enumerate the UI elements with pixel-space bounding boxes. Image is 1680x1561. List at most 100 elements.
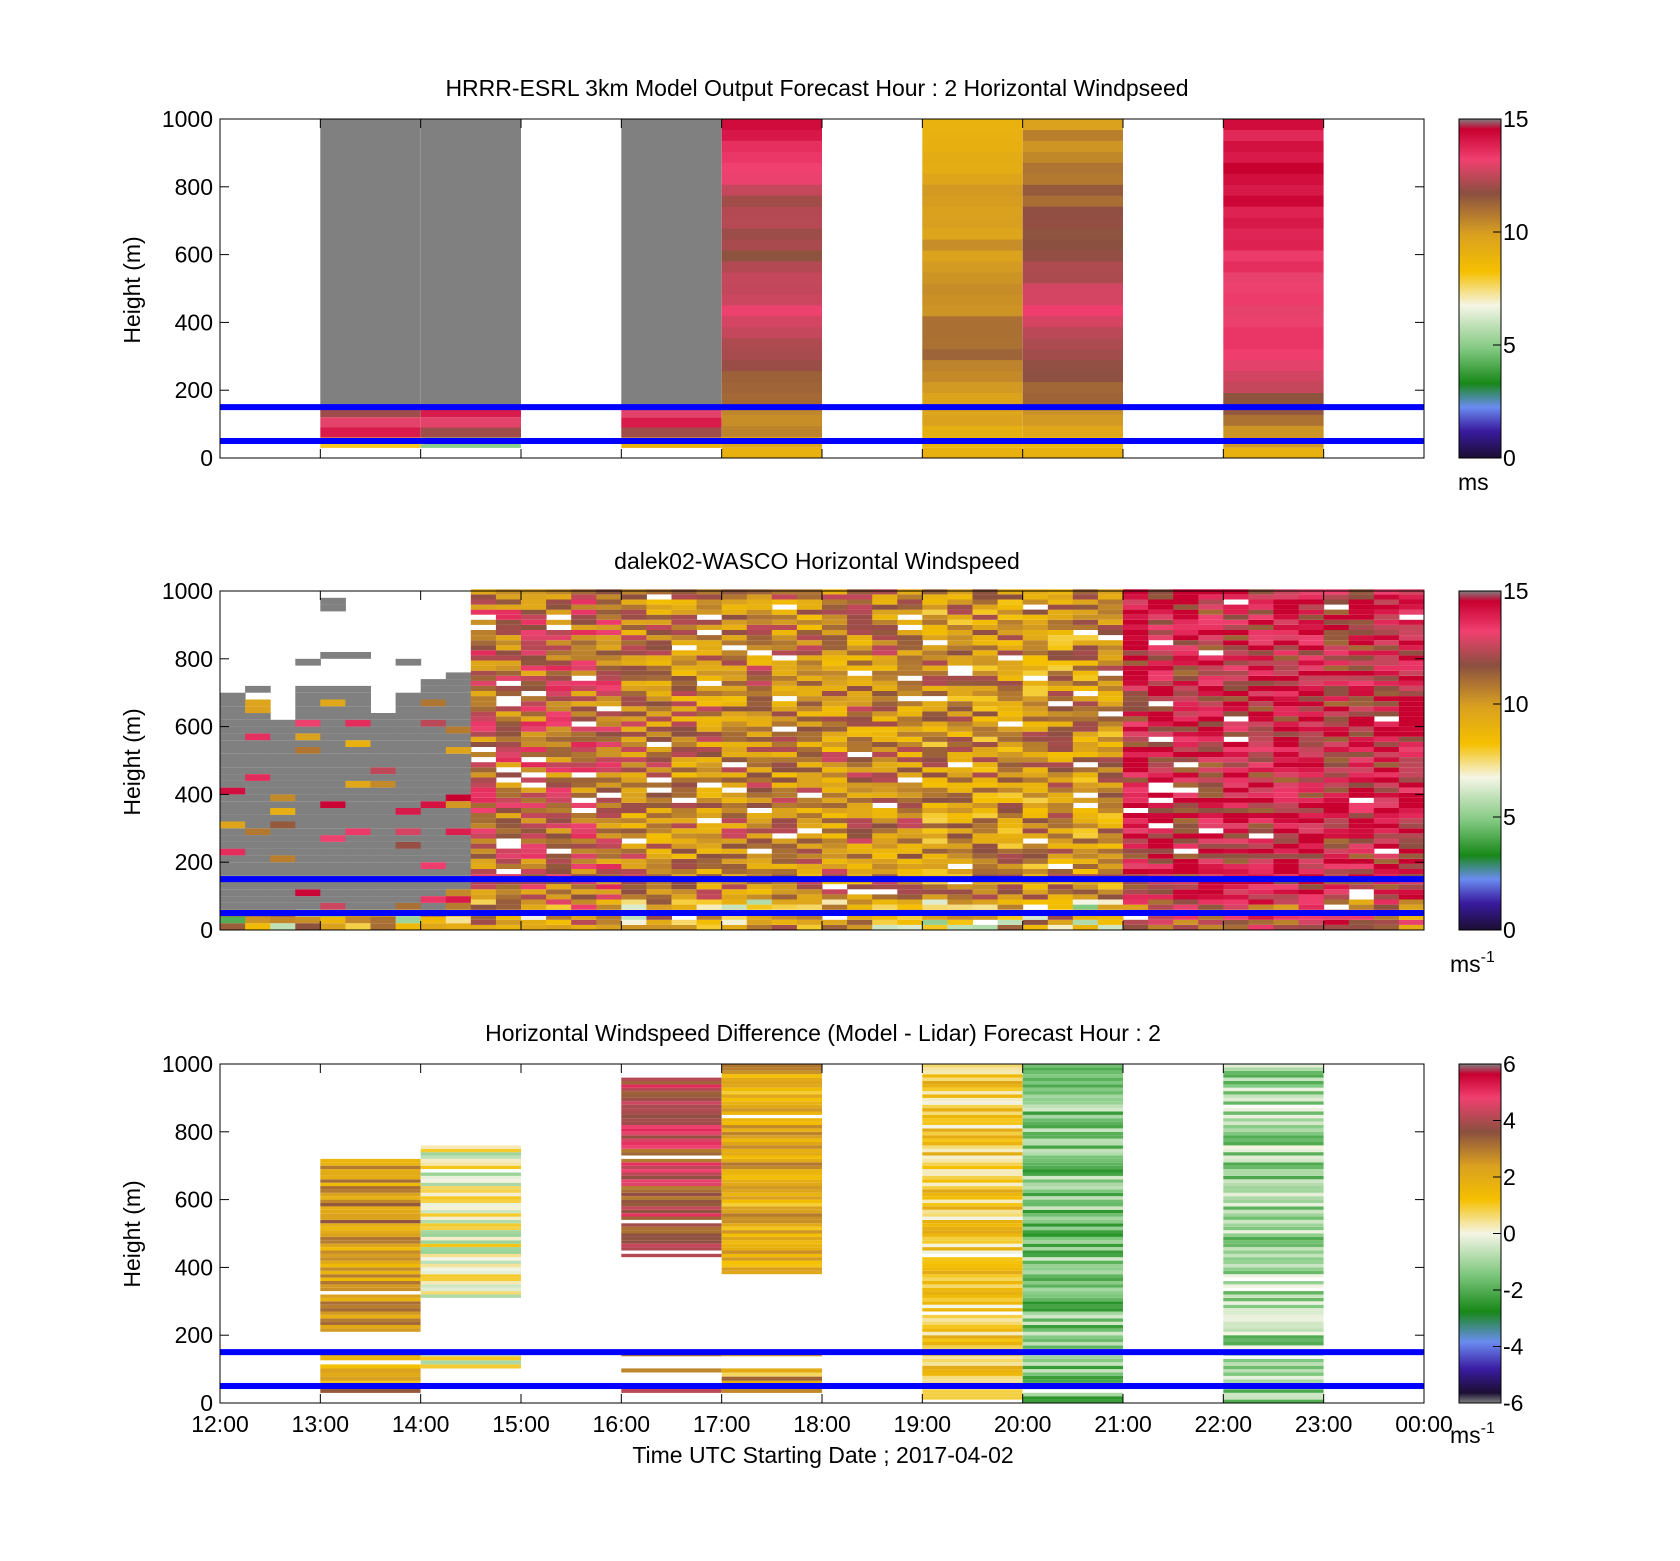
heatmap-cell	[621, 1230, 722, 1234]
heatmap-cell	[1223, 813, 1249, 819]
heatmap-cell	[721, 1388, 822, 1393]
heatmap-cell	[897, 894, 923, 900]
heatmap-cell	[1223, 1101, 1324, 1105]
heatmap-cell	[646, 665, 672, 671]
heatmap-cell	[771, 736, 798, 742]
heatmap-cell	[470, 884, 497, 890]
heatmap-cell	[546, 904, 572, 910]
heatmap-cell	[621, 1179, 722, 1183]
heatmap-cell	[621, 757, 647, 763]
heatmap-cell	[320, 726, 346, 734]
heatmap-cell	[1148, 599, 1174, 605]
heatmap-cell	[1097, 696, 1124, 702]
heatmap-cell	[1198, 813, 1224, 819]
heatmap-cell	[1223, 261, 1324, 273]
heatmap-cell	[596, 604, 622, 610]
heatmap-cell	[420, 706, 447, 714]
heatmap-cells	[320, 1064, 1324, 1403]
heatmap-cell	[596, 726, 622, 732]
heatmap-cell	[1223, 1131, 1324, 1136]
heatmap-cell	[546, 680, 572, 686]
heatmap-cell	[1323, 899, 1350, 905]
heatmap-cell	[796, 696, 823, 702]
heatmap-cell	[420, 740, 447, 747]
heatmap-cell	[646, 711, 672, 717]
heatmap-cell	[671, 848, 698, 854]
heatmap-cell	[947, 685, 973, 691]
heatmap-cell	[420, 1206, 521, 1210]
heatmap-cell	[1223, 594, 1249, 600]
heatmap-cell	[1022, 1264, 1123, 1268]
heatmap-cell	[495, 828, 522, 834]
heatmap-cell	[596, 665, 622, 671]
heatmap-cell	[997, 762, 1024, 768]
heatmap-cell	[521, 889, 547, 895]
heatmap-cell	[420, 1155, 521, 1159]
heatmap-cell	[1097, 640, 1124, 646]
heatmap-cell	[721, 1077, 822, 1081]
heatmap-cell	[420, 1250, 521, 1254]
heatmap-cell	[1273, 691, 1300, 697]
heatmap-cell	[646, 701, 672, 707]
heatmap-cell	[1022, 1270, 1123, 1275]
heatmap-cell	[721, 624, 748, 630]
heatmap-cell	[872, 818, 898, 824]
heatmap-cell	[320, 713, 346, 720]
heatmap-cell	[922, 797, 948, 803]
heatmap-cell	[771, 635, 798, 641]
heatmap-cell	[671, 696, 698, 702]
heatmap-cell	[646, 782, 672, 788]
heatmap-cell	[847, 680, 873, 686]
heatmap-cell	[1223, 1236, 1324, 1241]
heatmap-cell	[1047, 858, 1074, 864]
heatmap-cell	[1148, 899, 1174, 905]
heatmap-cell	[245, 753, 271, 761]
heatmap-cell	[671, 624, 698, 630]
heatmap-cell	[1047, 833, 1074, 839]
heatmap-cell	[270, 733, 296, 741]
heatmap-cell	[721, 1067, 822, 1071]
heatmap-cell	[320, 733, 346, 741]
heatmap-cell	[1373, 914, 1400, 920]
heatmap-cell	[345, 821, 371, 829]
heatmap-cell	[1373, 726, 1400, 732]
heatmap-cell	[445, 753, 472, 761]
heatmap-cell	[1022, 797, 1049, 803]
heatmap-cell	[1072, 655, 1099, 661]
heatmap-cell	[445, 740, 472, 747]
heatmap-cell	[872, 919, 898, 925]
heatmap-cell	[1373, 604, 1400, 610]
heatmap-cell	[696, 787, 723, 793]
heatmap-cell	[1373, 899, 1400, 905]
heatmap-cell	[420, 1189, 521, 1193]
heatmap-cell	[1248, 721, 1274, 727]
heatmap-cell	[721, 619, 748, 625]
heatmap-cell	[922, 1270, 1023, 1275]
heatmap-cell	[445, 780, 472, 788]
heatmap-cell	[922, 195, 1023, 207]
heatmap-cell	[1148, 706, 1174, 712]
heatmap-cell	[420, 841, 447, 849]
heatmap-cell	[1273, 777, 1300, 783]
heatmap-cell	[621, 797, 647, 803]
heatmap-cell	[596, 655, 622, 661]
heatmap-cell	[1323, 848, 1350, 854]
heatmap-cell	[746, 752, 773, 758]
heatmap-cell	[621, 1196, 722, 1200]
heatmap-cell	[270, 753, 296, 761]
heatmap-cell	[445, 719, 472, 727]
heatmap-cell	[1198, 853, 1224, 859]
heatmap-cell	[997, 650, 1024, 656]
heatmap-cell	[847, 619, 873, 625]
heatmap-cell	[721, 782, 748, 788]
heatmap-cell	[1022, 425, 1123, 437]
heatmap-cell	[621, 701, 647, 707]
heatmap-cell	[771, 904, 798, 910]
heatmap-cell	[1022, 1155, 1123, 1159]
heatmap-cell	[696, 645, 723, 651]
heatmap-cell	[596, 635, 622, 641]
heatmap-cell	[1047, 919, 1074, 925]
heatmap-cell	[621, 1148, 722, 1153]
heatmap-cell	[546, 670, 572, 676]
heatmap-cell	[721, 599, 748, 605]
